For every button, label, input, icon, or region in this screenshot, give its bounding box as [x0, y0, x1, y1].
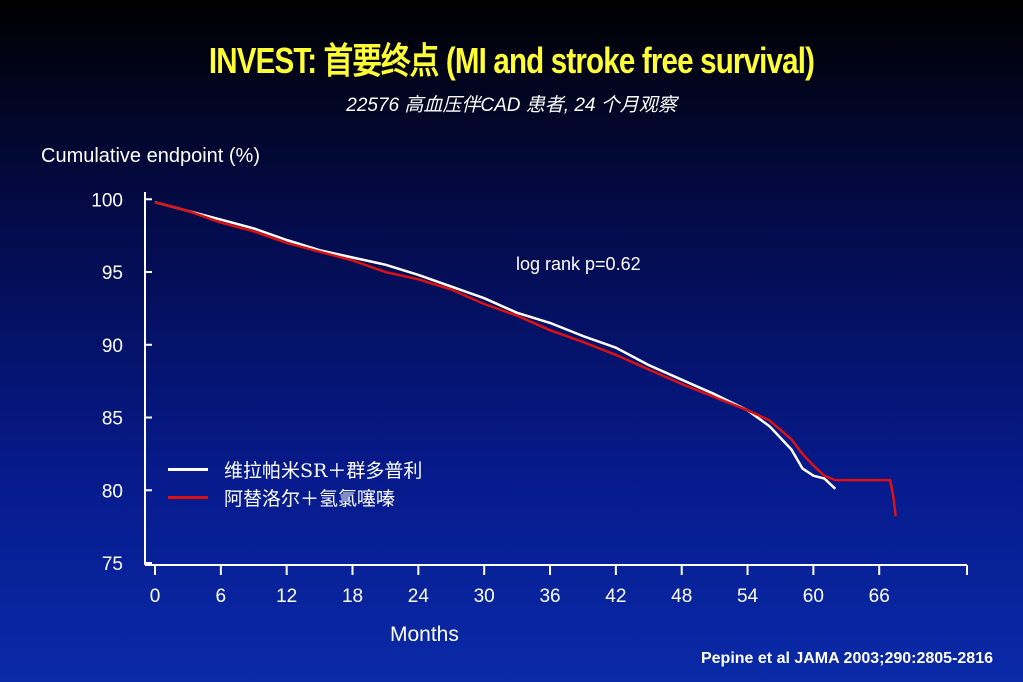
legend-item-atenolol: 阿替洛尔＋氢氯噻嗪: [168, 483, 422, 511]
series-line-0: [154, 200, 837, 490]
x-tick-label: 30: [474, 586, 495, 607]
x-tick-label: 24: [408, 586, 430, 607]
legend-item-verapamil: 维拉帕米SR＋群多普利: [168, 455, 422, 483]
y-tick-label: 75: [102, 554, 123, 575]
y-axis-label: Cumulative endpoint (%): [41, 145, 260, 167]
chart-legend: 维拉帕米SR＋群多普利 阿替洛尔＋氢氯噻嗪: [168, 455, 422, 511]
legend-label-atenolol: 阿替洛尔＋氢氯噻嗪: [224, 487, 396, 510]
citation: Pepine et al JAMA 2003;290:2805-2816: [700, 650, 993, 667]
x-tick-label: 36: [539, 586, 560, 607]
x-tick-label: 42: [605, 586, 626, 607]
y-tick-label: 90: [102, 336, 123, 357]
x-tick-label: 12: [276, 586, 297, 607]
y-tick-label: 85: [102, 409, 123, 430]
x-tick-label: 60: [803, 586, 824, 607]
x-tick-label: 66: [869, 586, 890, 607]
legend-line-verapamil: [168, 467, 208, 471]
chart-series: [154, 200, 897, 517]
series-line-1: [154, 200, 897, 517]
x-tick-label: 54: [737, 586, 759, 607]
y-tick-label: 80: [102, 481, 123, 502]
legend-line-atenolol: [168, 495, 208, 499]
slide-title: INVEST: 首要终点 (MI and stroke free surviva…: [208, 40, 815, 81]
log-rank-annotation: log rank p=0.62: [516, 254, 641, 274]
y-tick-label: 100: [91, 190, 123, 211]
slide-subtitle: 22576 高血压伴CAD 患者, 24 个月观察: [346, 95, 677, 116]
legend-label-verapamil: 维拉帕米SR＋群多普利: [224, 459, 423, 482]
x-tick-label: 0: [150, 586, 161, 607]
x-axis-label: Months: [390, 623, 459, 646]
x-tick-label: 48: [671, 586, 692, 607]
x-tick-label: 6: [216, 586, 227, 607]
y-tick-label: 95: [102, 263, 123, 284]
x-tick-label: 18: [342, 586, 363, 607]
chart-axes: 75 80 85 90 95 100 0 6 12 18 24 30 36 42 48 54 60 66: [91, 190, 968, 607]
